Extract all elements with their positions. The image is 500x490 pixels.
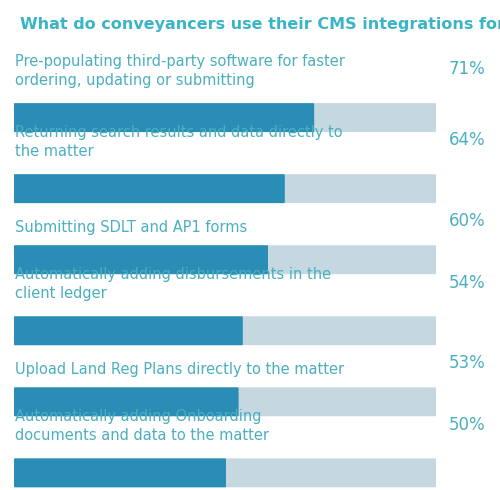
FancyBboxPatch shape (14, 174, 285, 203)
Text: What do conveyancers use their CMS integrations for?: What do conveyancers use their CMS integ… (20, 17, 500, 32)
FancyBboxPatch shape (14, 387, 436, 416)
Text: Automatically adding disbursements in the
client ledger: Automatically adding disbursements in th… (15, 267, 331, 301)
Text: 64%: 64% (448, 131, 485, 149)
FancyBboxPatch shape (14, 317, 436, 345)
FancyBboxPatch shape (14, 103, 314, 132)
Text: 50%: 50% (448, 416, 485, 434)
Text: Pre-populating third-party software for faster
ordering, updating or submitting: Pre-populating third-party software for … (15, 54, 345, 88)
Text: Automatically adding Onboarding
documents and data to the matter: Automatically adding Onboarding document… (15, 409, 269, 443)
Text: 53%: 53% (448, 354, 485, 372)
Text: Returning search results and data directly to
the matter: Returning search results and data direct… (15, 125, 342, 159)
FancyBboxPatch shape (14, 459, 436, 487)
Text: Submitting SDLT and AP1 forms: Submitting SDLT and AP1 forms (15, 220, 247, 235)
Text: Upload Land Reg Plans directly to the matter: Upload Land Reg Plans directly to the ma… (15, 362, 344, 377)
Text: 71%: 71% (448, 60, 485, 78)
FancyBboxPatch shape (14, 459, 226, 487)
Text: 54%: 54% (448, 273, 485, 292)
FancyBboxPatch shape (14, 174, 436, 203)
FancyBboxPatch shape (14, 387, 238, 416)
FancyBboxPatch shape (14, 317, 243, 345)
FancyBboxPatch shape (14, 245, 436, 274)
FancyBboxPatch shape (14, 103, 436, 132)
FancyBboxPatch shape (14, 245, 268, 274)
Text: 60%: 60% (448, 212, 485, 230)
